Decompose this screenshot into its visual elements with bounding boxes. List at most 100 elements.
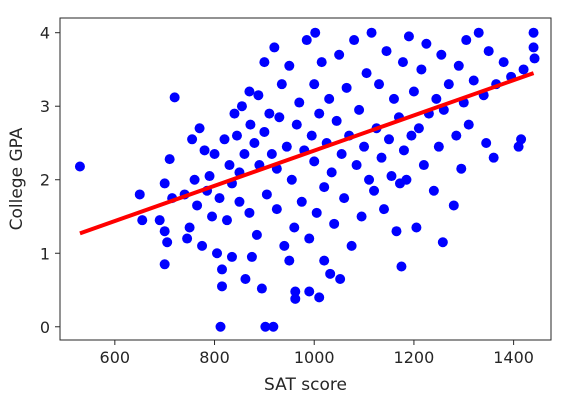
x-tick-label: 1400 <box>493 348 534 367</box>
x-tick-label: 600 <box>100 348 131 367</box>
data-point <box>461 35 472 46</box>
data-point <box>374 79 385 90</box>
data-point <box>271 204 282 215</box>
scatter-points <box>74 27 540 332</box>
data-point <box>329 218 340 229</box>
data-point <box>498 57 509 68</box>
data-point <box>290 293 301 304</box>
data-point <box>246 251 257 262</box>
data-point <box>197 240 208 251</box>
data-point <box>301 35 312 46</box>
data-point <box>436 49 447 60</box>
data-point <box>189 174 200 185</box>
data-point <box>244 207 255 218</box>
data-point <box>463 119 474 130</box>
data-point <box>346 240 357 251</box>
data-point <box>361 68 372 79</box>
data-point <box>268 321 279 332</box>
data-point <box>443 79 454 90</box>
data-point <box>391 226 402 237</box>
data-point <box>369 185 380 196</box>
data-point <box>214 193 225 204</box>
data-point <box>448 200 459 211</box>
y-tick-label: 0 <box>40 318 50 337</box>
data-point <box>468 75 479 86</box>
data-point <box>314 292 325 303</box>
data-point <box>335 273 346 284</box>
data-point <box>304 286 315 297</box>
data-point <box>209 149 220 160</box>
data-point <box>281 141 292 152</box>
data-point <box>381 46 392 57</box>
data-point <box>324 93 335 104</box>
data-point <box>401 174 412 185</box>
data-point <box>134 189 145 200</box>
data-point <box>264 108 275 119</box>
ticks: 600 800 1000 1200 1400 0 1 2 3 4 <box>40 24 534 367</box>
data-point <box>204 171 215 182</box>
data-point <box>366 27 377 38</box>
data-point <box>289 222 300 233</box>
data-point <box>403 31 414 42</box>
data-point <box>336 149 347 160</box>
data-point <box>231 130 242 141</box>
regression-line <box>79 71 535 236</box>
data-point <box>184 222 195 233</box>
data-point <box>528 27 539 38</box>
data-point <box>306 130 317 141</box>
data-point <box>437 237 448 248</box>
data-point <box>207 211 218 222</box>
data-point <box>416 64 427 75</box>
data-point <box>245 119 256 130</box>
data-point <box>473 27 484 38</box>
data-point <box>334 49 345 60</box>
data-point <box>279 240 290 251</box>
data-point <box>481 137 492 148</box>
data-point <box>236 101 247 112</box>
data-point <box>253 90 264 101</box>
data-point <box>162 237 173 248</box>
data-point <box>137 215 148 226</box>
data-point <box>331 115 342 126</box>
data-point <box>259 126 270 137</box>
data-point <box>239 149 250 160</box>
data-point <box>516 134 527 145</box>
data-point <box>398 145 409 156</box>
data-point <box>266 149 277 160</box>
data-point <box>411 222 422 233</box>
data-point <box>388 93 399 104</box>
data-point <box>351 160 362 171</box>
data-point <box>528 42 539 53</box>
data-point <box>294 97 305 108</box>
data-point <box>199 145 210 156</box>
data-point <box>341 82 352 93</box>
data-point <box>159 226 170 237</box>
data-point <box>319 255 330 266</box>
data-point <box>421 38 432 49</box>
data-point <box>259 57 270 68</box>
data-point <box>428 185 439 196</box>
data-point <box>396 261 407 272</box>
data-point <box>296 196 307 207</box>
data-point <box>309 79 320 90</box>
data-point <box>518 64 529 75</box>
data-point <box>451 130 462 141</box>
data-point <box>488 152 499 163</box>
data-point <box>219 134 230 145</box>
data-point <box>234 196 245 207</box>
x-tick-label: 800 <box>199 348 230 367</box>
data-point <box>154 215 165 226</box>
data-point <box>226 251 237 262</box>
plot-frame <box>59 17 552 341</box>
data-point <box>529 53 540 64</box>
data-point <box>386 171 397 182</box>
data-point <box>483 46 494 57</box>
data-point <box>431 93 442 104</box>
data-point <box>224 160 235 171</box>
data-point <box>164 154 175 165</box>
data-point <box>316 57 327 68</box>
data-point <box>354 104 365 115</box>
y-tick-label: 2 <box>40 171 50 190</box>
data-point <box>310 27 321 38</box>
